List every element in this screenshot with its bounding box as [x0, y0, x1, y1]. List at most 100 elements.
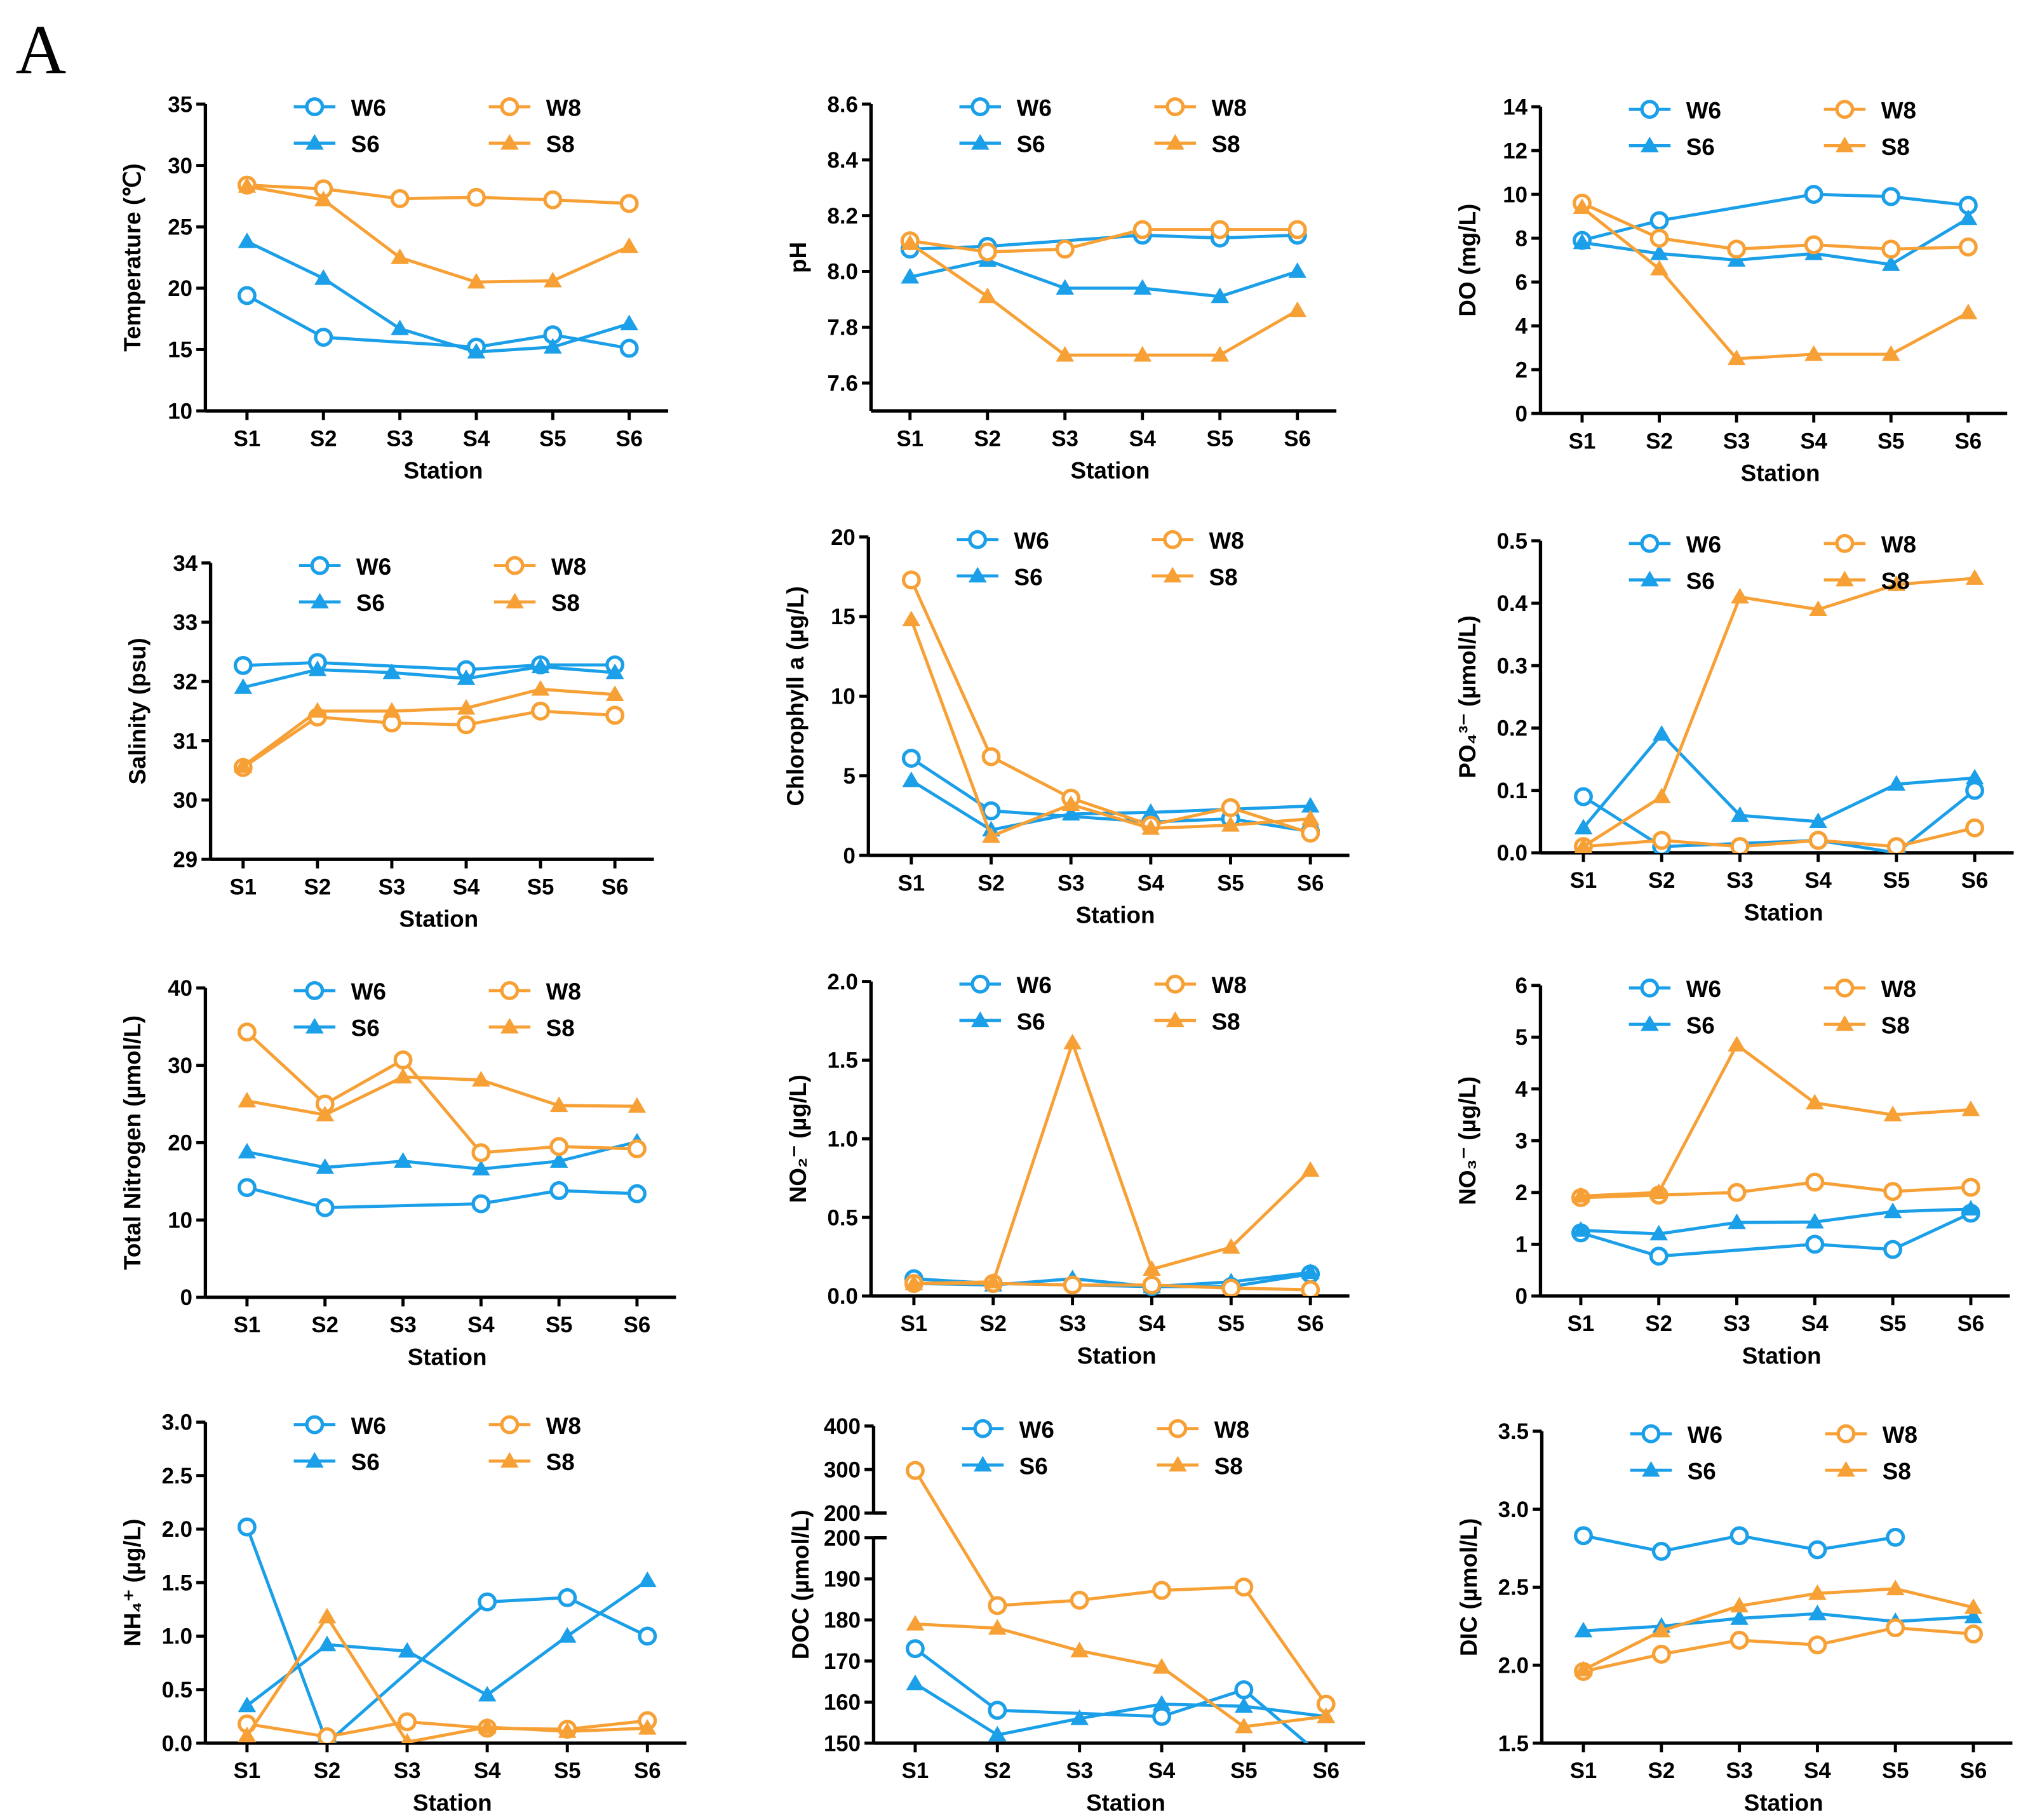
data-point-w6	[627, 1184, 647, 1203]
plot-area	[906, 1461, 1336, 1743]
x-tick-label: S1	[1570, 869, 1597, 893]
data-point-s6	[1574, 1621, 1593, 1638]
y-tick-label: 300	[824, 1458, 861, 1482]
data-point-w8	[1142, 1275, 1162, 1295]
x-tick-label: S1	[902, 1759, 929, 1783]
data-point-w6	[1649, 211, 1669, 231]
data-point-w8	[988, 1596, 1007, 1616]
legend-marker-w6	[305, 1415, 325, 1435]
data-point-s6	[1133, 279, 1152, 295]
data-point-s8	[1070, 1642, 1089, 1657]
legend-item-w6: W6	[293, 95, 386, 121]
legend-item-s6: S6	[1630, 1458, 1716, 1484]
legend-label: W8	[1214, 1417, 1249, 1443]
data-point-s6	[234, 678, 253, 694]
y-tick-label: 3.0	[162, 1411, 192, 1435]
data-point-w8	[1652, 831, 1672, 850]
x-tick-label: S5	[554, 1759, 581, 1783]
data-point-s8	[1649, 1183, 1669, 1200]
y-tick-label: 25	[168, 215, 192, 239]
legend-item-w8: W8	[1825, 1422, 1917, 1448]
series-line-s6	[246, 240, 630, 354]
legend-marker-s6	[305, 134, 324, 150]
data-point-w8	[1961, 1177, 1980, 1197]
x-axis-title: Station	[1071, 457, 1150, 483]
data-point-w8	[906, 1461, 925, 1480]
data-point-s8	[906, 1615, 925, 1631]
y-tick-label: 180	[824, 1609, 861, 1633]
legend-item-s6: S6	[957, 564, 1043, 590]
data-point-s6	[1070, 1709, 1089, 1725]
data-point-s6	[382, 663, 401, 679]
legend-item-w6: W6	[299, 554, 391, 580]
x-tick-label: S3	[1726, 1759, 1753, 1783]
series-line-s8	[246, 185, 630, 284]
x-tick-label: S6	[1961, 869, 1989, 893]
legend-marker-s8	[1163, 566, 1182, 583]
data-point-w6	[315, 1198, 335, 1217]
legend-item-s8: S8	[1823, 134, 1910, 160]
legend-label: W6	[1017, 95, 1052, 121]
x-tick-label: S1	[229, 875, 257, 899]
legend-marker-w8	[505, 556, 525, 575]
y-tick-label: 170	[824, 1650, 861, 1674]
plot-area	[233, 653, 625, 777]
legend-item-s8: S8	[494, 590, 580, 616]
legend-marker-s6	[1642, 1461, 1660, 1477]
legend-label: W6	[1688, 1422, 1722, 1448]
legend-marker-w8	[1165, 974, 1185, 994]
legend-item-s8: S8	[488, 131, 575, 157]
x-tick-label: S6	[1284, 427, 1311, 451]
data-point-w8	[1727, 239, 1747, 259]
chart-do: 0 2 4 6 8 10 12 14 S1 S2 S3 S4 S5 S6 Station DO (mg/L) W…	[1454, 95, 2008, 486]
legend-marker-s6	[968, 566, 987, 583]
y-axis-title: PO₄³⁻ (µmol/L)	[1454, 615, 1481, 779]
data-point-w6	[1234, 1680, 1254, 1699]
data-point-s8	[316, 1106, 335, 1121]
data-point-w8	[1730, 837, 1750, 853]
data-point-s6	[1141, 803, 1160, 819]
data-point-s6	[1808, 1604, 1827, 1621]
y-tick-label: 30	[168, 1054, 192, 1078]
data-point-w6	[1965, 780, 1985, 800]
data-point-s8	[1141, 819, 1160, 835]
data-point-w6	[237, 1178, 257, 1197]
legend-marker-s6	[1641, 137, 1659, 152]
chart-ph: 7.6 7.8 8.0 8.2 8.4 8.6 S1 S2 S3 S4 S5 S6 Station pH W…	[785, 93, 1337, 483]
series-line-w8	[1580, 1181, 1971, 1200]
y-tick-label: 8.4	[828, 149, 859, 173]
data-point-s8	[620, 237, 638, 253]
data-point-w6	[1808, 1540, 1827, 1560]
series-line-w8	[246, 1719, 648, 1739]
legend-marker-s8	[1837, 1461, 1855, 1477]
data-point-w8	[627, 1139, 647, 1159]
legend-marker-s8	[1165, 134, 1185, 150]
data-point-w6	[901, 749, 921, 768]
chart-po4: 0.0 0.1 0.2 0.3 0.4 0.5 S1 S2 S3 S4 S5 S6 Station PO₄…	[1454, 530, 2014, 925]
legend-item-s6: S6	[962, 1453, 1048, 1479]
y-tick-label: 0.2	[1497, 717, 1528, 741]
data-point-s6	[467, 342, 486, 359]
legend-item-s8: S8	[488, 1449, 575, 1475]
series-line-w8	[1583, 826, 1975, 848]
data-point-s8	[467, 272, 486, 289]
x-tick-label: S4	[1129, 427, 1156, 451]
series-line-s8	[910, 619, 1311, 839]
legend-label: S8	[546, 1449, 575, 1475]
y-axis-title: NO₃⁻ (µg/L)	[1454, 1076, 1481, 1205]
legend-label: S6	[356, 590, 385, 616]
data-point-w8	[1055, 239, 1075, 259]
data-point-s8	[543, 271, 562, 288]
legend-item-w8: W8	[1157, 1417, 1249, 1443]
legend-marker-w6	[305, 97, 325, 117]
x-tick-label: S4	[453, 875, 480, 899]
legend-item-s8: S8	[1823, 568, 1910, 594]
data-point-s8	[1574, 1661, 1593, 1676]
legend-label: W6	[351, 95, 386, 121]
y-tick-label: 0.5	[1497, 530, 1528, 554]
data-point-s8	[1959, 304, 1978, 319]
x-tick-label: S6	[601, 875, 629, 899]
y-tick-label: 7.6	[828, 371, 858, 396]
data-point-w6	[1883, 1240, 1903, 1259]
